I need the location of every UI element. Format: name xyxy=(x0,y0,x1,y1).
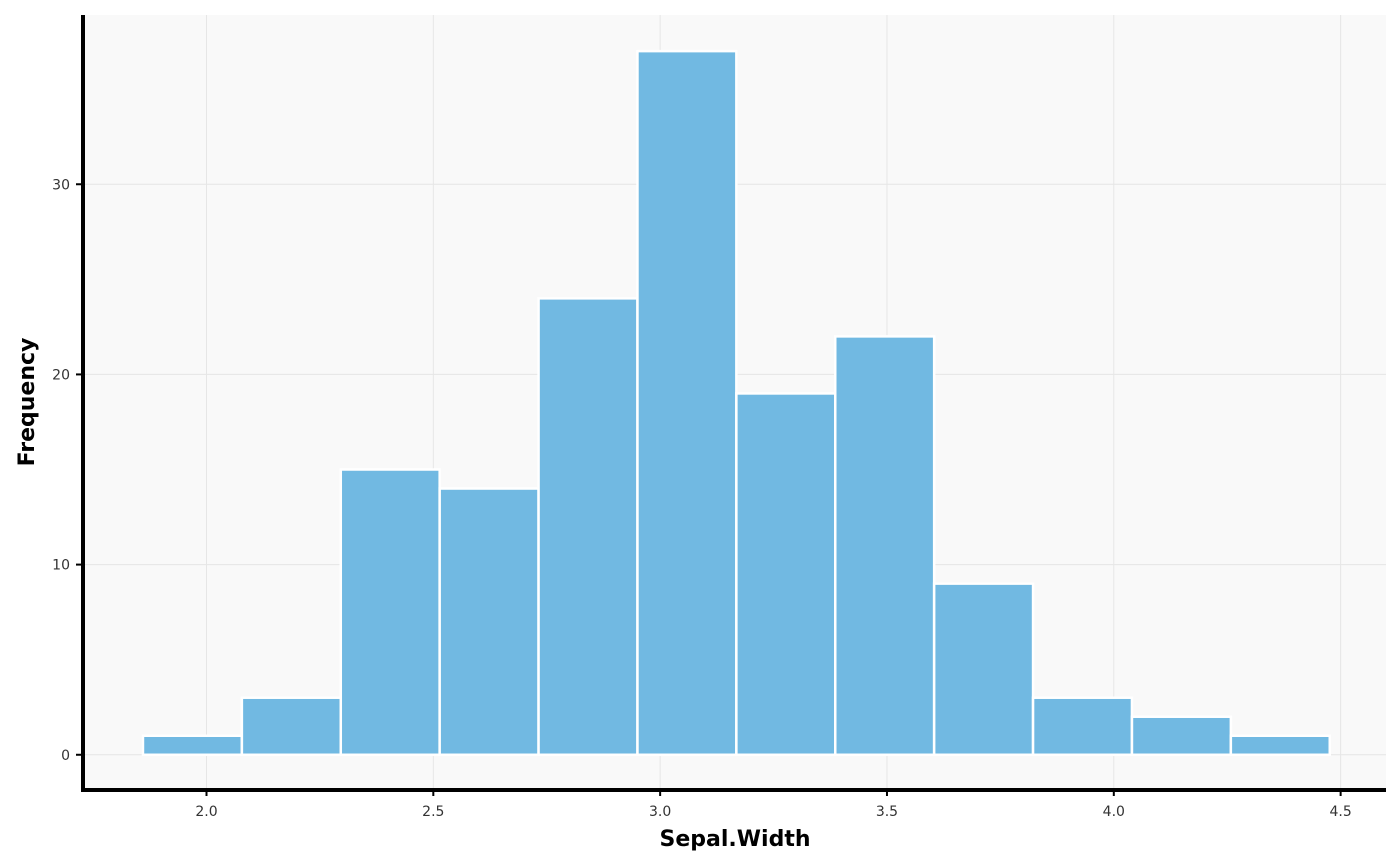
histogram-bar xyxy=(240,696,343,757)
histogram-bar xyxy=(141,734,244,757)
y-tick-label: 30 xyxy=(52,177,70,193)
histogram-bar xyxy=(834,335,936,757)
x-tick-label: 3.0 xyxy=(649,804,671,820)
histogram-bars xyxy=(141,49,1331,757)
histogram-bar xyxy=(735,392,837,757)
x-tick-label: 2.5 xyxy=(422,804,444,820)
x-tick-label: 2.0 xyxy=(195,804,217,820)
y-axis-ticks: 0 10 20 30 xyxy=(52,177,81,764)
x-axis-title: Sepal.Width xyxy=(660,827,811,852)
x-axis-ticks: 2.0 2.5 3.0 3.5 4.0 4.5 xyxy=(195,791,1352,820)
histogram-bar xyxy=(932,582,1035,757)
histogram-bar xyxy=(1229,734,1331,757)
y-tick-label: 20 xyxy=(52,367,70,383)
x-tick-label: 4.0 xyxy=(1103,804,1125,820)
x-tick-label: 3.5 xyxy=(876,804,898,820)
histogram-bar xyxy=(339,468,441,757)
x-tick-label: 4.5 xyxy=(1330,804,1352,820)
histogram-bar xyxy=(1130,715,1233,757)
y-tick-label: 10 xyxy=(52,558,70,574)
histogram-bar xyxy=(636,49,738,757)
histogram-bar xyxy=(537,297,639,757)
histogram-bar xyxy=(438,487,540,757)
y-axis-title: Frequency xyxy=(15,338,40,467)
y-tick-label: 0 xyxy=(61,748,70,764)
histogram-bar xyxy=(1031,696,1134,757)
